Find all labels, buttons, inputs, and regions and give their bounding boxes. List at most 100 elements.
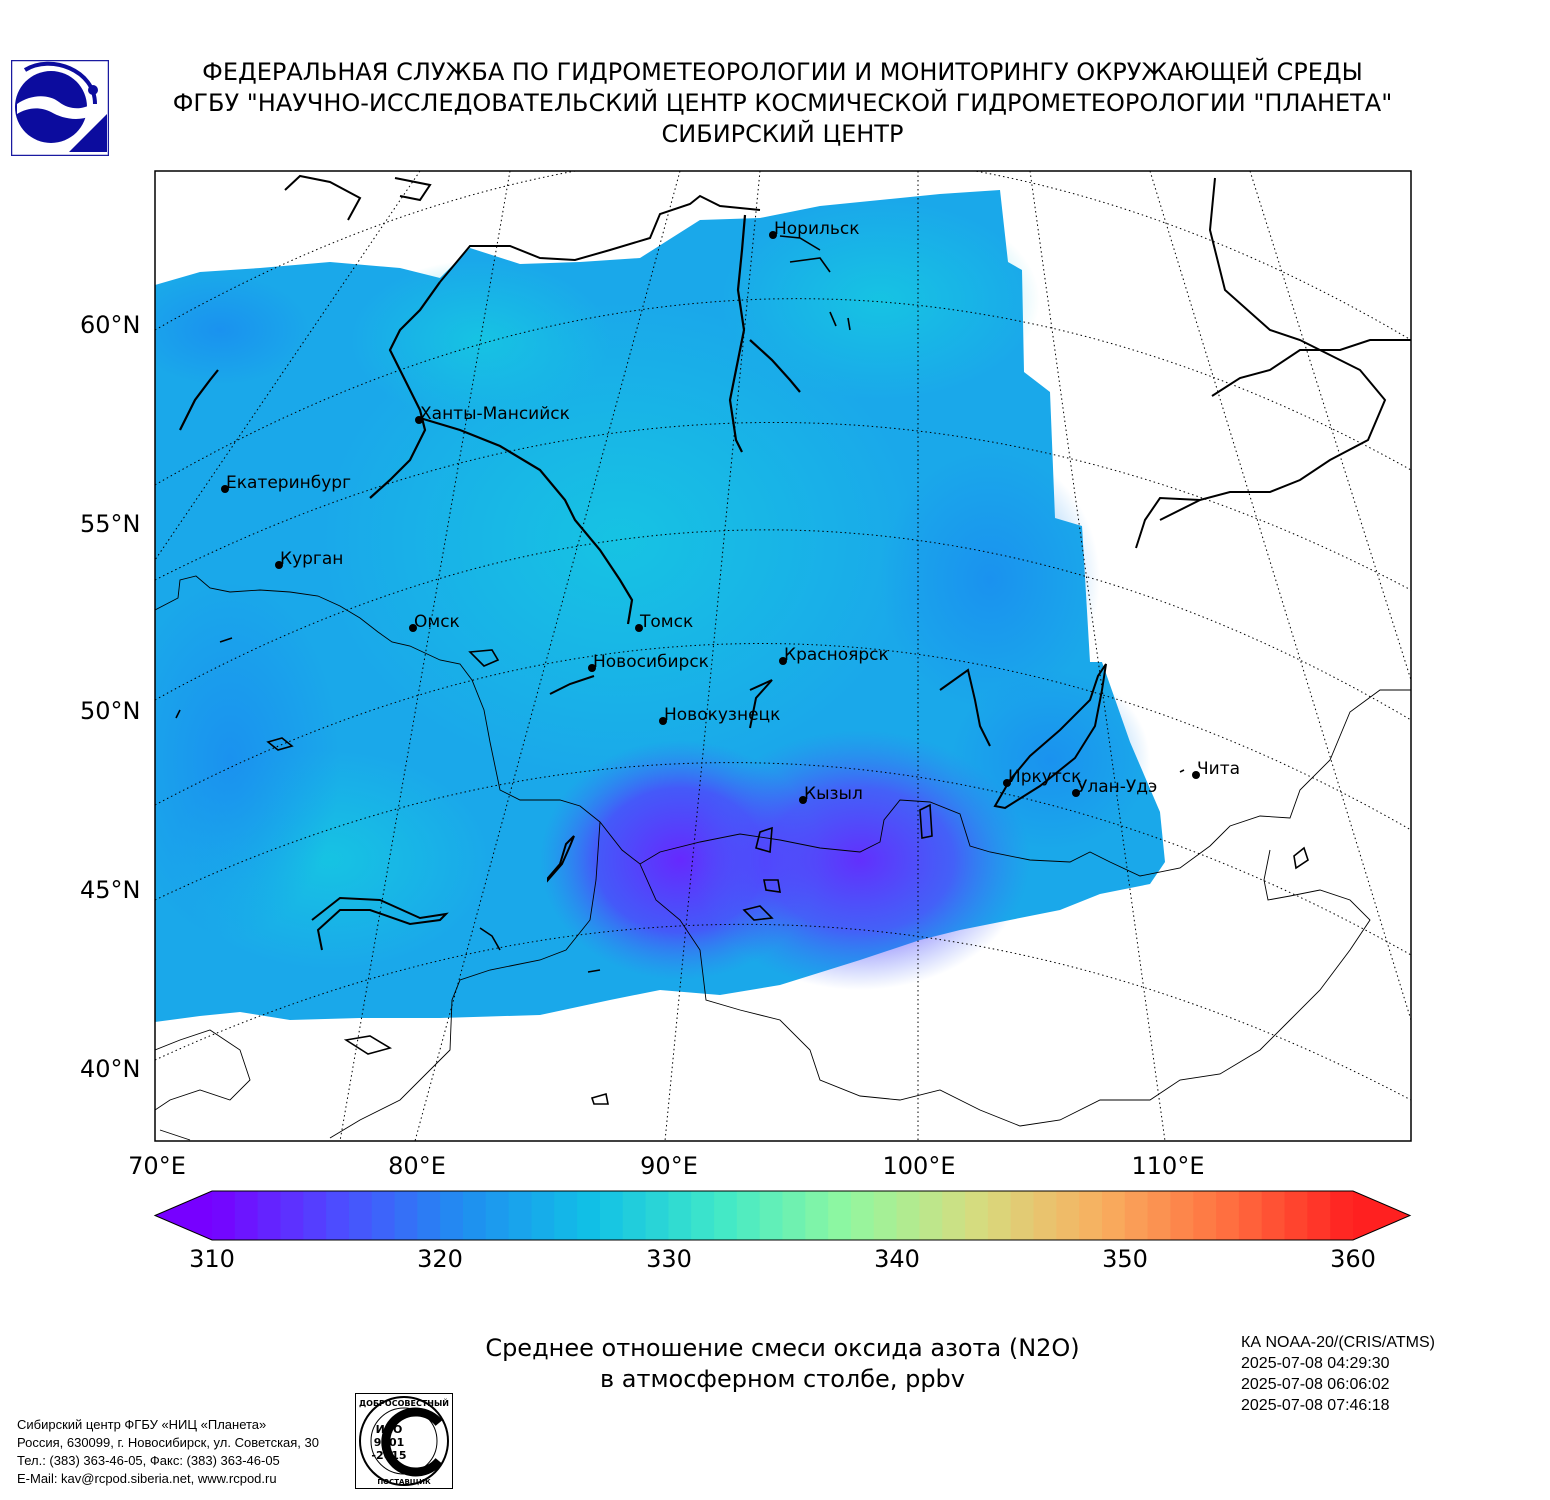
colorbar-band [394, 1191, 418, 1240]
colorbar-band [485, 1191, 510, 1240]
city-label: Новосибирск [593, 652, 709, 672]
colorbar-tick-360: 360 [1330, 1245, 1376, 1273]
satellite-info: КА NOAA-20/(CRIS/ATMS) 2025-07-08 04:29:… [1241, 1332, 1435, 1416]
colorbar-band [873, 1191, 898, 1240]
colorbar-band [714, 1191, 738, 1240]
n2o-map: Норильск Ханты-Мансийск Екатеринбург Курган… [153, 170, 1412, 1241]
city-marker [635, 624, 643, 632]
colorbar-tick-340: 340 [874, 1245, 920, 1273]
map-area [155, 171, 1411, 1141]
map-caption: Среднее отношение смеси оксида азота (N2… [380, 1333, 1185, 1395]
colorbar-band [1330, 1191, 1354, 1240]
footer-line-4: E-Mail: kav@rcpod.siberia.net, www.rcpod… [17, 1471, 277, 1486]
colorbar-band [440, 1191, 464, 1240]
header-line-2: ФГБУ "НАУЧНО-ИССЛЕДОВАТЕЛЬСКИЙ ЦЕНТР КОС… [172, 89, 1393, 117]
city-label: Омск [414, 612, 460, 632]
colorbar-band [280, 1191, 304, 1240]
colorbar-band [850, 1191, 875, 1240]
lon-label-110: 110°E [1131, 1152, 1205, 1180]
borders [155, 575, 1411, 1141]
footer-line-1: Сибирский центр ФГБУ «НИЦ «Планета» [17, 1417, 267, 1432]
lakes [175, 235, 1309, 1105]
cities-layer: Норильск Ханты-Мансийск Екатеринбург Курган… [221, 219, 1240, 804]
city-label: Норильск [774, 219, 860, 239]
city-label: Ханты-Мансийск [420, 404, 570, 424]
iso-badge: ДОБРОСОВЕСТНЫЙ ИСО 9001 -2015 ПОСТАВЩИК [355, 1393, 453, 1489]
footer-line-2: Россия, 630099, г. Новосибирск, ул. Сове… [17, 1435, 319, 1450]
header-line-1: ФЕДЕРАЛЬНАЯ СЛУЖБА ПО ГИДРОМЕТЕОРОЛОГИИ … [202, 58, 1363, 86]
colorbar-band [257, 1191, 282, 1240]
colorbar-band [828, 1191, 852, 1240]
colorbar-tick-320: 320 [417, 1245, 463, 1273]
caption-line-1: Среднее отношение смеси оксида азота (N2… [485, 1334, 1080, 1362]
city-label: Кызыл [804, 784, 863, 804]
colorbar-band [577, 1191, 601, 1240]
iso-line-1: ИСО [376, 1423, 403, 1436]
colorbar-band [1193, 1191, 1217, 1240]
colorbar-outline [153, 1190, 1412, 1241]
city-marker [221, 485, 229, 493]
colorbar-band [234, 1191, 259, 1240]
colorbar-band [326, 1191, 350, 1240]
colorbar-band [896, 1191, 921, 1240]
lon-label-90: 90°E [640, 1152, 698, 1180]
planeta-logo [11, 60, 109, 156]
colorbar-band [1033, 1191, 1057, 1240]
colorbar-band [1238, 1191, 1263, 1240]
colorbar-band [736, 1191, 761, 1240]
colorbar-band [942, 1191, 966, 1240]
city-label: Улан-Удэ [1077, 777, 1157, 797]
colorbar-tick-310: 310 [189, 1245, 235, 1273]
lon-label-100: 100°E [882, 1152, 956, 1180]
lat-label-45: 45°N [80, 876, 141, 904]
colorbar-band [668, 1191, 692, 1240]
city-marker [799, 796, 807, 804]
colorbar-band [1101, 1191, 1126, 1240]
colorbar-band [1170, 1191, 1194, 1240]
rivers [179, 214, 801, 625]
city-label: Новокузнецк [664, 705, 780, 725]
colorbar-band [463, 1191, 487, 1240]
colorbar-band [645, 1191, 669, 1240]
colorbar-band [919, 1191, 943, 1240]
footer-line-3: Тел.: (383) 363-46-05, Факс: (383) 363-4… [17, 1453, 280, 1468]
city-label: Иркутск [1008, 767, 1081, 787]
city-label: Чита [1197, 759, 1240, 779]
city-marker [588, 664, 596, 672]
colorbar-band [987, 1191, 1012, 1240]
city-marker [415, 416, 423, 424]
lon-label-80: 80°E [388, 1152, 446, 1180]
colorbar-min-extension [155, 1191, 212, 1240]
coastlines [284, 174, 1411, 951]
iso-line-2: 9001 [374, 1436, 405, 1449]
city-label: Томск [639, 612, 693, 632]
colorbar-band [348, 1191, 373, 1240]
map-frame [154, 170, 1412, 1142]
city-marker [1072, 789, 1080, 797]
lat-label-50: 50°N [80, 697, 141, 725]
colorbar-band [212, 1191, 236, 1240]
colorbar-tick-330: 330 [646, 1245, 692, 1273]
city-label: Курган [280, 549, 343, 569]
colorbar-band [599, 1191, 624, 1240]
colorbar-band [1307, 1191, 1331, 1240]
city-marker [1003, 779, 1011, 787]
colorbar-band [1079, 1191, 1103, 1240]
city-marker [409, 624, 417, 632]
city-marker [275, 561, 283, 569]
colorbar-band [805, 1191, 829, 1240]
city-marker [1192, 771, 1200, 779]
colorbar-band [622, 1191, 647, 1240]
colorbar-band [1124, 1191, 1149, 1240]
colorbar-band [965, 1191, 989, 1240]
colorbar-tick-350: 350 [1102, 1245, 1148, 1273]
colorbar-band [371, 1191, 396, 1240]
satellite-name: КА NOAA-20/(CRIS/ATMS) [1241, 1334, 1435, 1351]
city-marker [659, 717, 667, 725]
colorbar-band [531, 1191, 555, 1240]
colorbar-band [554, 1191, 578, 1240]
colorbar-max-extension [1353, 1191, 1410, 1240]
caption-line-2: в атмосферном столбе, ppbv [599, 1365, 965, 1393]
city-marker [779, 657, 787, 665]
footer-contacts: Сибирский центр ФГБУ «НИЦ «Планета» Росс… [17, 1416, 319, 1488]
